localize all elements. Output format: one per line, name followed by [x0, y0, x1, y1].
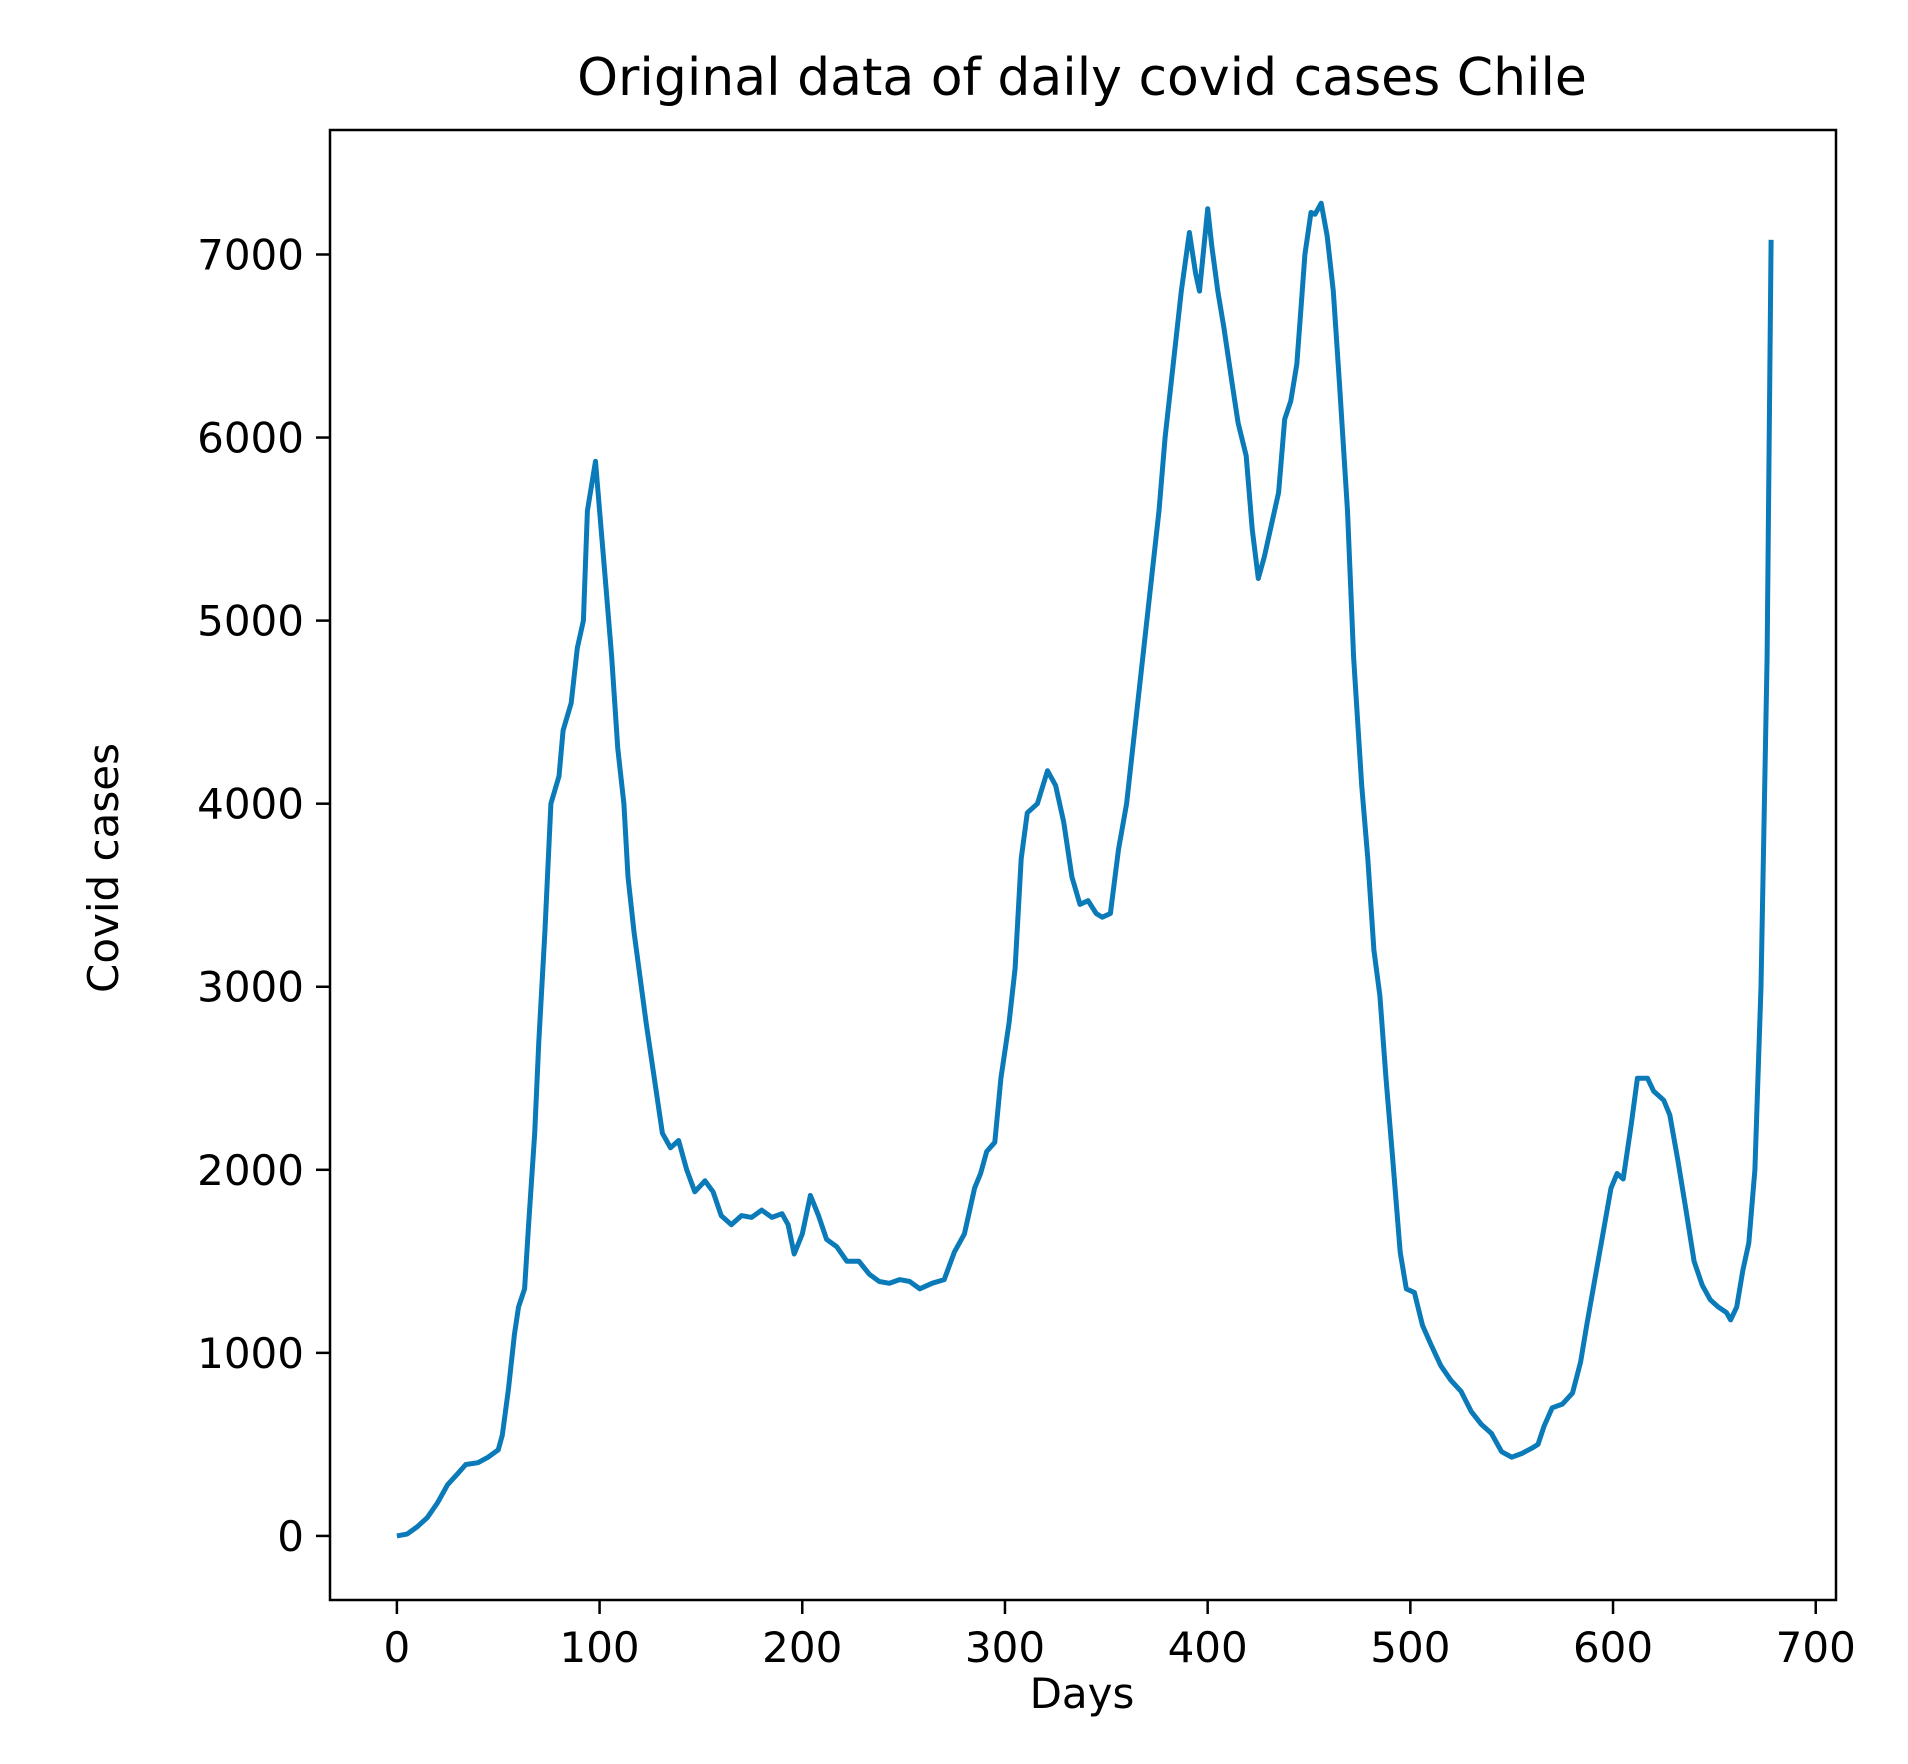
plot-area: [328, 128, 1838, 1602]
x-tick-label: 700: [1776, 1623, 1856, 1672]
y-tick-label: 6000: [197, 414, 304, 463]
x-axis-title: Days: [1030, 1669, 1135, 1718]
series-line-0: [396, 200, 1774, 1539]
x-axis: 0 100 200 300 400 500 600 700: [384, 1600, 1856, 1672]
x-tick-label: 600: [1573, 1623, 1653, 1672]
y-tick-label: 0: [277, 1512, 304, 1561]
y-tick-label: 4000: [197, 780, 304, 829]
y-tick-label: 1000: [197, 1329, 304, 1378]
x-tick-label: 300: [965, 1623, 1045, 1672]
x-tick-label: 500: [1370, 1623, 1450, 1672]
chart-title: Original data of daily covid cases Chile: [577, 48, 1587, 108]
y-tick-label: 5000: [197, 597, 304, 646]
y-tick-label: 2000: [197, 1146, 304, 1195]
y-axis: 0 1000 2000 3000 4000 5000 6000 7000: [197, 230, 330, 1561]
x-tick-label: 0: [384, 1623, 411, 1672]
x-tick-label: 100: [559, 1623, 639, 1672]
y-axis-title: Covid cases: [79, 743, 128, 993]
plot-frame: [328, 128, 1838, 1602]
x-tick-label: 400: [1168, 1623, 1248, 1672]
y-tick-label: 7000: [197, 230, 304, 279]
y-tick-label: 3000: [197, 963, 304, 1012]
x-tick-label: 200: [762, 1623, 842, 1672]
